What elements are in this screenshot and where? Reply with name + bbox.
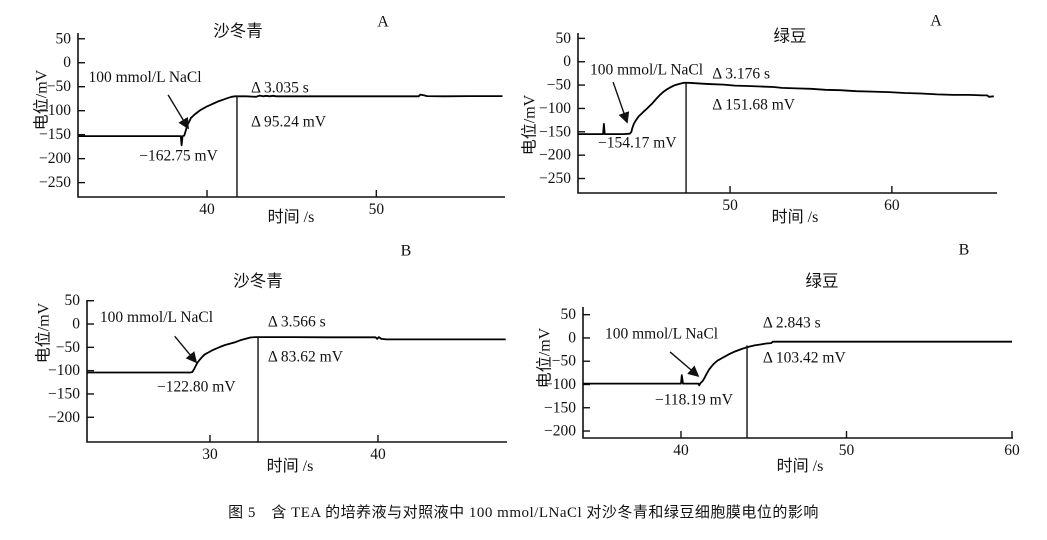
x-tick-label: 50 bbox=[722, 197, 738, 214]
panel-label: A bbox=[930, 13, 942, 30]
y-tick-label: −250 bbox=[539, 170, 571, 187]
y-tick-label: 50 bbox=[561, 306, 577, 323]
y-axis-label: 电位/mV bbox=[35, 302, 53, 363]
annotation-text: Δ 83.62 mV bbox=[268, 349, 344, 366]
y-axis-label: 电位/mV bbox=[33, 69, 51, 130]
y-tick-label: −200 bbox=[48, 409, 80, 426]
x-axis-label: 时间 /s bbox=[777, 457, 824, 475]
x-tick-label: 40 bbox=[199, 201, 215, 218]
y-tick-label: −100 bbox=[39, 102, 71, 119]
annotation-text: Δ 3.176 s bbox=[712, 65, 770, 82]
y-tick-label: −50 bbox=[552, 353, 576, 370]
y-tick-label: 50 bbox=[65, 292, 81, 309]
annotation-text: Δ 3.566 s bbox=[268, 314, 326, 331]
y-tick-label: 0 bbox=[63, 54, 71, 71]
annotation-text: −118.19 mV bbox=[655, 391, 734, 408]
y-tick-label: 50 bbox=[556, 30, 572, 47]
chart-panel-panel-A-shadongqing: 50 0 −50 −100 −150 −200 −250 40 50 沙冬青 A 时间 /s 电位/mV… bbox=[33, 14, 505, 226]
y-tick-label: −50 bbox=[56, 339, 80, 356]
x-tick-label: 60 bbox=[1004, 442, 1020, 459]
trace-membrane-potential bbox=[583, 340, 1012, 387]
y-tick-label: −150 bbox=[544, 399, 576, 416]
y-tick-label: 0 bbox=[568, 329, 576, 346]
stimulus-arrow bbox=[669, 351, 700, 377]
y-tick-label: −150 bbox=[39, 126, 71, 143]
annotation-text: −122.80 mV bbox=[157, 378, 236, 395]
y-tick-label: −100 bbox=[48, 362, 80, 379]
figure-caption: 图 5 含 TEA 的培养液与对照液中 100 mmol/LNaCl 对沙冬青和… bbox=[228, 505, 819, 521]
y-tick-label: 50 bbox=[56, 30, 72, 47]
annotation-text: Δ 3.035 s bbox=[251, 80, 309, 97]
y-tick-label: −200 bbox=[544, 423, 576, 440]
stimulus-arrow bbox=[612, 81, 630, 124]
trace-membrane-potential bbox=[578, 81, 994, 136]
x-tick-label: 30 bbox=[202, 446, 218, 463]
x-axis-label: 时间 /s bbox=[268, 208, 315, 226]
chart-title: 绿豆 bbox=[774, 27, 807, 46]
y-tick-label: −100 bbox=[544, 376, 576, 393]
y-tick-label: −250 bbox=[39, 174, 71, 191]
stimulus-arrow bbox=[174, 335, 198, 364]
x-axis-label: 时间 /s bbox=[267, 457, 314, 475]
panel-label: B bbox=[959, 242, 970, 259]
panel-label: B bbox=[401, 243, 412, 260]
chart-panel-panel-B-shadongqing: 50 0 −50 −100 −150 −200 30 40 沙冬青 B 时间 /s 电位/mV 100 … bbox=[35, 243, 507, 475]
x-tick-label: 40 bbox=[673, 442, 689, 459]
annotation-text: −162.75 mV bbox=[139, 147, 218, 164]
y-tick-label: −200 bbox=[39, 150, 71, 167]
chart-title: 沙冬青 bbox=[213, 22, 263, 41]
y-tick-label: −100 bbox=[539, 100, 571, 117]
y-tick-label: −200 bbox=[539, 147, 571, 164]
y-axis-label: 电位/mV bbox=[521, 94, 539, 155]
x-tick-label: 50 bbox=[369, 201, 385, 218]
annotation-text: 100 mmol/L NaCl bbox=[88, 69, 201, 86]
chart-panel-panel-A-lvdou: 50 0 −50 −100 −150 −200 −250 50 60 绿豆 A 时间 /s 电位/mV 1… bbox=[521, 13, 997, 226]
annotation-text: Δ 151.68 mV bbox=[712, 97, 796, 114]
x-axis-label: 时间 /s bbox=[772, 208, 819, 226]
y-tick-label: −50 bbox=[47, 78, 71, 95]
trace-membrane-potential bbox=[87, 336, 506, 374]
y-axis-label: 电位/mV bbox=[536, 327, 554, 388]
panel-label: A bbox=[377, 14, 389, 31]
y-tick-label: 0 bbox=[563, 53, 571, 70]
y-tick-label: −150 bbox=[539, 123, 571, 140]
x-tick-label: 50 bbox=[839, 442, 855, 459]
y-tick-label: −150 bbox=[48, 385, 80, 402]
chart-panel-panel-B-lvdou: 50 0 −50 −100 −150 −200 40 50 60 绿豆 B 时间 /s 电位/mV 100… bbox=[536, 242, 1021, 476]
y-tick-label: −50 bbox=[547, 77, 571, 94]
trace-membrane-potential bbox=[78, 93, 503, 147]
x-tick-label: 60 bbox=[884, 197, 900, 214]
annotation-text: Δ 2.843 s bbox=[763, 315, 821, 332]
axes bbox=[577, 33, 997, 194]
annotation-text: 100 mmol/L NaCl bbox=[100, 309, 213, 326]
stimulus-arrow bbox=[167, 94, 189, 130]
chart-title: 沙冬青 bbox=[233, 272, 283, 291]
annotation-text: Δ 103.42 mV bbox=[763, 349, 847, 366]
annotation-text: 100 mmol/L NaCl bbox=[590, 62, 703, 79]
y-tick-label: 0 bbox=[72, 316, 80, 333]
annotation-text: 100 mmol/L NaCl bbox=[605, 325, 718, 342]
chart-title: 绿豆 bbox=[806, 272, 839, 291]
annotation-text: −154.17 mV bbox=[598, 135, 677, 152]
axes bbox=[582, 307, 1013, 439]
annotation-text: Δ 95.24 mV bbox=[251, 114, 327, 131]
axes bbox=[77, 33, 505, 198]
x-tick-label: 40 bbox=[370, 446, 386, 463]
